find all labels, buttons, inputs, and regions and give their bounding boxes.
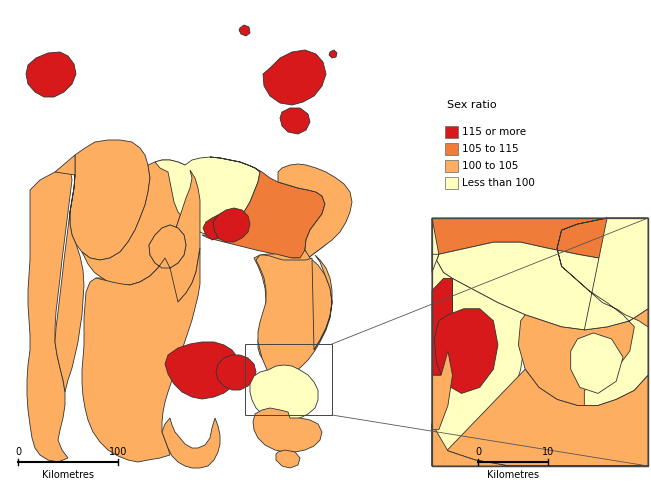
Polygon shape (280, 108, 310, 134)
Polygon shape (432, 424, 648, 466)
Text: 0: 0 (15, 447, 21, 457)
Polygon shape (278, 176, 342, 260)
Polygon shape (27, 168, 72, 462)
Bar (445, 177, 458, 189)
Text: 100 to 105: 100 to 105 (462, 161, 518, 171)
Polygon shape (254, 250, 332, 370)
Polygon shape (55, 155, 84, 392)
Polygon shape (70, 140, 150, 260)
Polygon shape (253, 408, 322, 452)
Polygon shape (432, 254, 439, 272)
Bar (445, 143, 458, 155)
Text: Sex ratio: Sex ratio (447, 100, 497, 110)
Text: 10: 10 (542, 447, 554, 457)
Polygon shape (155, 157, 260, 235)
Polygon shape (557, 218, 648, 406)
Polygon shape (276, 450, 300, 468)
Polygon shape (213, 208, 250, 242)
Polygon shape (432, 218, 452, 466)
Text: 105 to 115: 105 to 115 (462, 144, 519, 154)
Polygon shape (202, 157, 325, 262)
Text: 115 or more: 115 or more (462, 127, 526, 137)
Polygon shape (518, 309, 648, 406)
Text: Less than 100: Less than 100 (462, 178, 535, 188)
Bar (245, 344, 332, 415)
Text: Kilometres: Kilometres (487, 470, 539, 480)
Polygon shape (432, 278, 525, 451)
Polygon shape (250, 365, 318, 420)
Polygon shape (437, 242, 648, 330)
Polygon shape (149, 225, 186, 268)
Polygon shape (432, 218, 648, 260)
Polygon shape (92, 170, 200, 322)
Polygon shape (278, 164, 352, 258)
Text: 0: 0 (475, 447, 481, 457)
Polygon shape (162, 418, 220, 468)
Text: Kilometres: Kilometres (42, 470, 94, 480)
Polygon shape (239, 25, 250, 36)
Polygon shape (432, 278, 452, 375)
Polygon shape (26, 52, 76, 97)
Polygon shape (329, 50, 337, 58)
Polygon shape (571, 333, 623, 393)
Polygon shape (82, 160, 192, 285)
Bar (445, 126, 458, 138)
Polygon shape (432, 369, 648, 466)
Polygon shape (82, 225, 200, 462)
Polygon shape (263, 50, 326, 105)
Bar (445, 160, 458, 172)
Text: 100: 100 (109, 447, 127, 457)
Polygon shape (165, 342, 240, 399)
Polygon shape (216, 355, 256, 390)
Polygon shape (434, 309, 498, 393)
Polygon shape (203, 215, 218, 240)
Polygon shape (256, 255, 332, 378)
Bar (432, 218, 648, 466)
Polygon shape (432, 351, 452, 430)
Bar (432, 218, 648, 466)
